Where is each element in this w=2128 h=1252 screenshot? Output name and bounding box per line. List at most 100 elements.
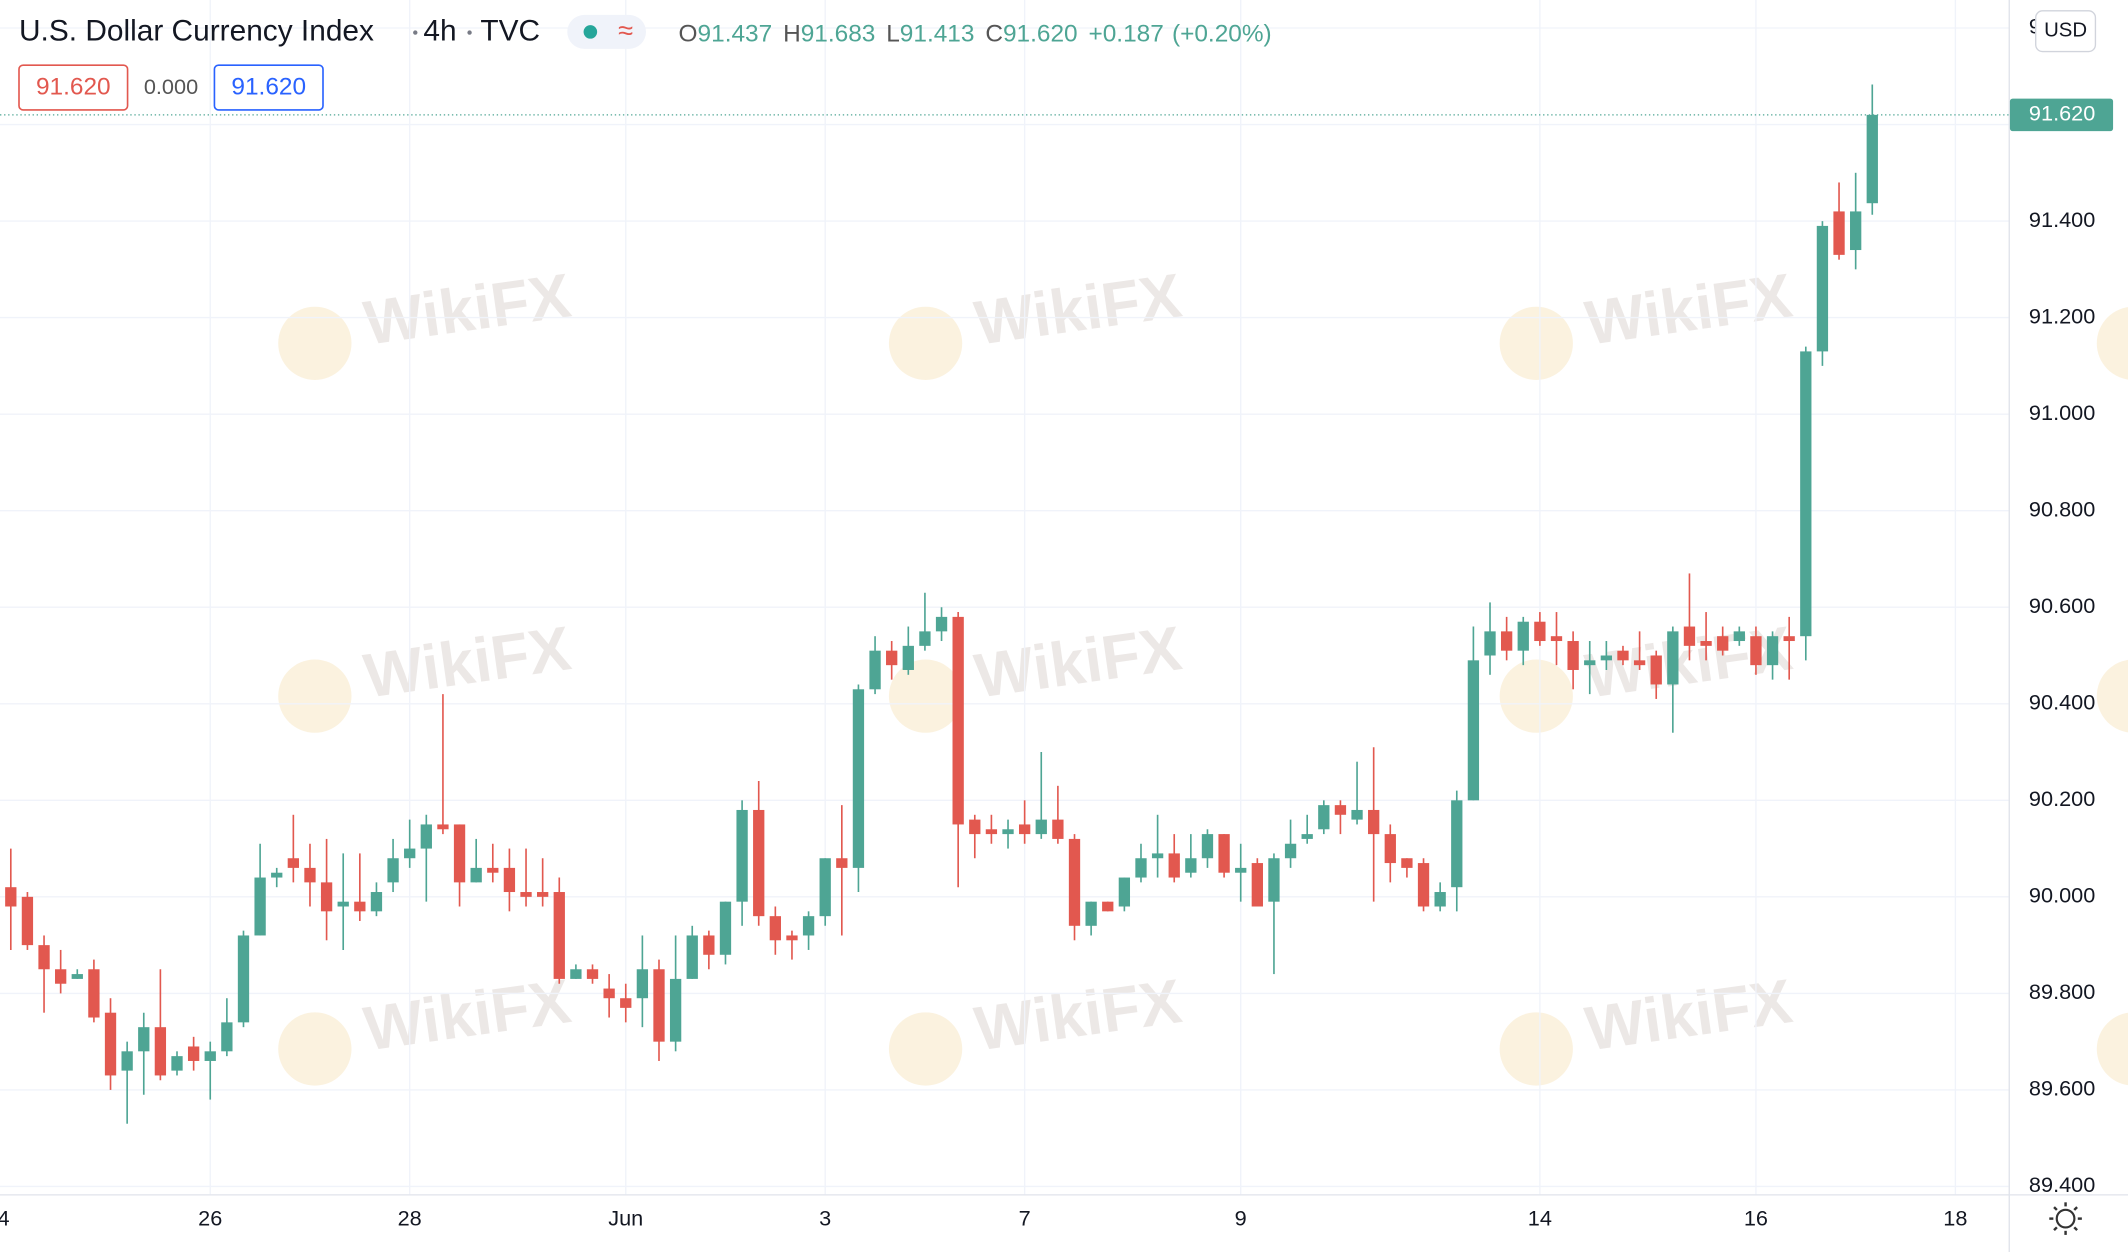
- candle-body: [786, 935, 798, 941]
- candle-body: [71, 974, 83, 979]
- candle-body: [1783, 636, 1795, 642]
- x-tick-label: Jun: [608, 1206, 643, 1231]
- candle-body: [869, 650, 881, 690]
- ohlc-value: 91.683: [801, 21, 876, 48]
- candle-body: [1667, 631, 1679, 685]
- candle-body: [1002, 829, 1014, 835]
- candle-body: [1650, 655, 1662, 685]
- candle-body: [1766, 636, 1779, 666]
- watermark: WikiFX: [1581, 260, 1797, 358]
- ohlc-letter: C: [985, 21, 1003, 48]
- status-pill: [567, 14, 646, 49]
- source: TVC: [480, 14, 540, 47]
- candle-body: [138, 1027, 150, 1052]
- grid: [0, 0, 2009, 1195]
- indicator-icon: ≈: [618, 15, 633, 46]
- candle-body: [287, 858, 300, 868]
- price-box: [213, 64, 324, 111]
- candle-body: [337, 901, 349, 907]
- candle-body: [437, 824, 449, 830]
- price-box-value: 91.620: [36, 74, 111, 101]
- candle-body: [5, 887, 17, 907]
- candle-body: [88, 969, 100, 1018]
- candle-body: [1185, 858, 1197, 873]
- watermark-logo: [278, 1012, 352, 1086]
- x-tick-label: 16: [1744, 1206, 1768, 1231]
- candle-body: [221, 1022, 233, 1052]
- y-tick-label: 91.200: [2029, 303, 2095, 328]
- candle-body: [171, 1056, 183, 1071]
- candle-body: [237, 935, 250, 1023]
- ohlc-letter: L: [886, 21, 900, 48]
- currency-button-bg[interactable]: [2035, 10, 2097, 53]
- y-tick-label: 91.000: [2029, 400, 2095, 425]
- candle-body: [1850, 211, 1862, 251]
- candle-body: [686, 935, 698, 979]
- candle-body: [503, 867, 516, 893]
- candle-body: [1816, 225, 1829, 352]
- candle-body: [553, 892, 565, 979]
- x-tick-label: 26: [198, 1206, 222, 1231]
- candle-body: [1151, 853, 1164, 859]
- candle-body: [1500, 631, 1513, 651]
- y-tick-label: 90.200: [2029, 786, 2095, 811]
- candle-body: [886, 650, 898, 666]
- candle-body: [1384, 834, 1396, 864]
- watermark-logo: [888, 306, 963, 380]
- candle-body: [453, 824, 466, 883]
- candle-body: [387, 858, 399, 883]
- ohlc-letter: H: [783, 21, 801, 48]
- candle-body: [1351, 809, 1363, 820]
- candle-body: [1717, 636, 1729, 651]
- candle-body: [769, 916, 781, 941]
- watermark-logo: [278, 659, 352, 733]
- candle-body: [902, 645, 914, 670]
- x-tick-label: 14: [1528, 1206, 1552, 1231]
- watermark: WikiFX: [970, 613, 1186, 711]
- x-tick-label: 28: [398, 1206, 422, 1231]
- candle-body: [1633, 660, 1646, 666]
- candle-body: [1284, 843, 1297, 859]
- candle-body: [1318, 805, 1330, 830]
- ohlc-value: 91.413: [900, 21, 975, 48]
- candle-body: [1018, 824, 1031, 835]
- candle-body: [21, 896, 34, 946]
- watermark: WikiFX: [360, 613, 576, 711]
- candle-body: [1451, 800, 1463, 888]
- candle-body: [1700, 641, 1712, 646]
- candle-body: [919, 631, 931, 646]
- candle-body: [121, 1051, 133, 1071]
- currency-button[interactable]: USD: [2044, 20, 2087, 42]
- candles: [0, 84, 2009, 1124]
- candle-body: [1534, 621, 1546, 642]
- separator-dot: [467, 30, 472, 35]
- candle-body: [985, 829, 998, 835]
- last-price-label: 91.620: [2029, 101, 2095, 126]
- candle-body: [603, 988, 615, 999]
- x-tick-label: 9: [1235, 1206, 1247, 1231]
- watermark: WikiFX: [970, 260, 1186, 358]
- candle-body: [1085, 901, 1097, 926]
- candle-body: [620, 998, 632, 1008]
- candle-body: [537, 892, 549, 897]
- candle-body: [753, 809, 765, 917]
- candle-body: [520, 892, 532, 897]
- candle-body: [819, 858, 831, 917]
- candle-body: [1833, 211, 1845, 255]
- candle-body: [1235, 867, 1247, 873]
- separator-dot: [413, 30, 418, 35]
- candle-body: [653, 969, 665, 1042]
- settings-button[interactable]: [2049, 1202, 2082, 1235]
- watermark-logo: [1499, 306, 1573, 380]
- candle-body: [470, 867, 482, 883]
- watermark: WikiFX: [1581, 966, 1797, 1064]
- y-tick-label: 89.800: [2029, 979, 2095, 1004]
- watermark: WikiFX: [970, 966, 1186, 1064]
- candle-body: [55, 969, 67, 984]
- candle-body: [1268, 858, 1280, 902]
- candle-body: [736, 809, 748, 902]
- candle-body: [1102, 901, 1114, 912]
